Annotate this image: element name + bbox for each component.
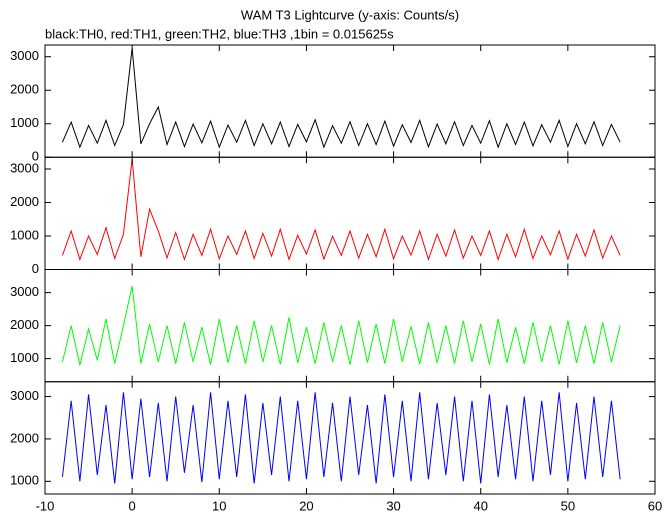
x-tick-label: 10 [212,498,226,513]
x-tick-label: 0 [129,498,136,513]
y-tick-label: 2000 [10,194,39,209]
y-tick-label: 2000 [10,430,39,445]
x-tick-label: 50 [561,498,575,513]
y-tick-label: 3000 [10,388,39,403]
y-tick-label: 0 [32,149,39,164]
y-tick-label: 1000 [10,115,39,130]
chart-title: WAM T3 Lightcurve (y-axis: Counts/s) [241,7,459,22]
y-tick-label: 2000 [10,82,39,97]
lightcurve [61,392,621,484]
chart-subtitle: black:TH0, red:TH1, green:TH2, blue:TH3 … [45,26,394,41]
x-tick-label: 60 [648,498,662,513]
panel-frame [44,381,656,495]
y-tick-label: 1000 [10,227,39,242]
x-tick-label: 40 [473,498,487,513]
y-tick-label: 1000 [10,473,39,488]
lightcurve [61,285,621,366]
y-tick-label: 3000 [10,48,39,63]
y-tick-label: 3000 [10,160,39,175]
x-tick-label: 30 [386,498,400,513]
y-tick-label: 2000 [10,317,39,332]
y-tick-label: 1000 [10,350,39,365]
lightcurve [61,158,621,262]
lightcurve [61,48,621,149]
y-tick-label: 0 [32,261,39,276]
y-tick-label: 3000 [10,284,39,299]
x-tick-label: 20 [299,498,313,513]
x-tick-label: -10 [36,498,55,513]
